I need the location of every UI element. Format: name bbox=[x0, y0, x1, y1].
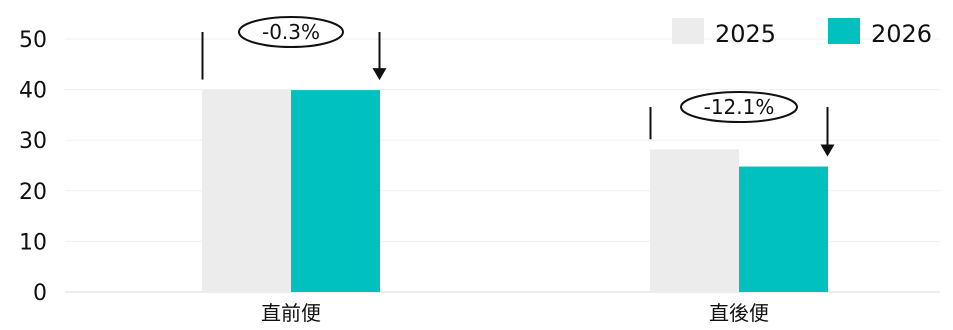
y-tick-label: 30 bbox=[19, 129, 47, 154]
y-tick-label: 20 bbox=[19, 180, 47, 205]
y-tick-label: 0 bbox=[33, 281, 47, 306]
legend-swatch-2026 bbox=[828, 18, 860, 44]
legend-label: 2025 bbox=[715, 20, 776, 48]
legend-label: 2026 bbox=[871, 20, 932, 48]
x-tick-label: 直後便 bbox=[709, 301, 769, 325]
bar-2026-0 bbox=[291, 90, 380, 292]
annotation-arrowhead bbox=[820, 144, 835, 157]
bar-2025-0 bbox=[202, 89, 291, 292]
annotation-label: -0.3% bbox=[262, 20, 320, 44]
bar-2025-1 bbox=[650, 149, 739, 292]
y-tick-label: 40 bbox=[19, 79, 47, 104]
annotation-label: -12.1% bbox=[704, 95, 775, 119]
legend-swatch-2025 bbox=[672, 18, 704, 44]
y-tick-label: 10 bbox=[19, 230, 47, 255]
annotation-arrowhead bbox=[372, 68, 387, 81]
annotation-bubble bbox=[238, 16, 344, 48]
x-tick-label: 直前便 bbox=[261, 301, 321, 325]
annotation-bubble bbox=[680, 91, 798, 123]
y-tick-label: 50 bbox=[19, 28, 47, 53]
bar-2026-1 bbox=[739, 166, 828, 292]
